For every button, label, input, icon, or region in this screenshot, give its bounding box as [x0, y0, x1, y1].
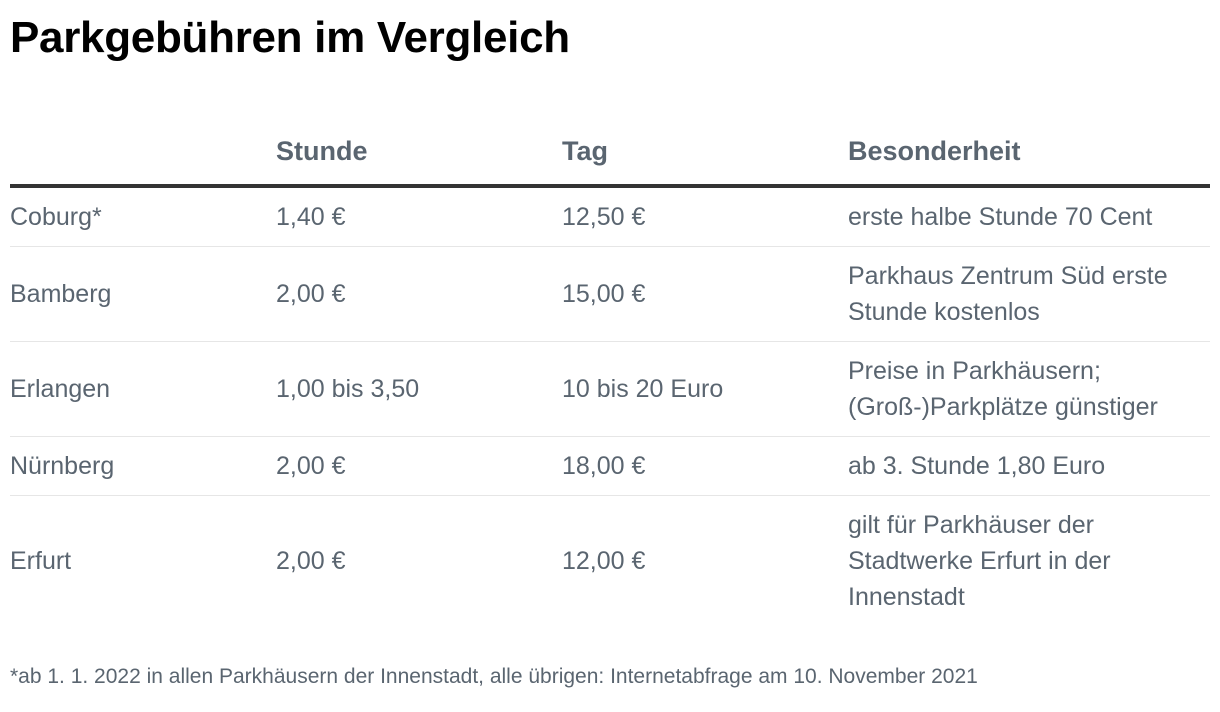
cell-special: Preise in Parkhäusern; (Groß-)Parkplätze… — [848, 341, 1210, 437]
cell-city: Coburg* — [10, 186, 276, 247]
cell-hour: 2,00 € — [276, 436, 562, 496]
column-header-city — [10, 118, 276, 188]
table-row: Coburg* 1,40 € 12,50 € erste halbe Stund… — [10, 186, 1210, 247]
cell-day: 12,00 € — [562, 547, 646, 575]
page-title: Parkgebühren im Vergleich — [10, 13, 570, 62]
cell-city: Erfurt — [10, 547, 72, 575]
header-row: Stunde Tag Besonderheit — [10, 118, 1210, 188]
table-row: Erlangen 1,00 bis 3,50 10 bis 20 Euro Pr… — [10, 341, 1210, 437]
table-header: Stunde Tag Besonderheit — [10, 118, 1210, 188]
column-header-day: Tag — [562, 118, 848, 188]
footnote: *ab 1. 1. 2022 in allen Parkhäusern der … — [10, 665, 978, 688]
cell-hour: 2,00 € — [276, 547, 346, 575]
cell-day: 15,00 € — [562, 246, 848, 342]
cell-hour: 2,00 € — [276, 246, 562, 342]
cell-hour: 1,40 € — [276, 186, 562, 247]
cell-city: Erlangen — [10, 341, 276, 437]
cell-day: 12,50 € — [562, 186, 848, 247]
column-header-hour: Stunde — [276, 118, 562, 188]
cell-special: erste halbe Stunde 70 Cent — [848, 186, 1210, 247]
cell-city: Bamberg — [10, 246, 276, 342]
cell-day: 18,00 € — [562, 436, 848, 496]
cell-special: Parkhaus Zentrum Süd erste Stunde kosten… — [848, 246, 1210, 342]
cell-city: Nürnberg — [10, 436, 276, 496]
cell-hour: 1,00 bis 3,50 — [276, 341, 562, 437]
cell-special: ab 3. Stunde 1,80 Euro — [848, 436, 1210, 496]
table-body: Coburg* 1,40 € 12,50 € erste halbe Stund… — [10, 186, 1210, 626]
table-row: Erfurt 2,00 € 12,00 € gilt für Parkhäuse… — [10, 496, 1210, 627]
parking-fees-table: Stunde Tag Besonderheit Coburg* 1,40 € 1… — [10, 118, 1210, 626]
cell-special: gilt für Parkhäuser der Stadtwerke Erfur… — [848, 511, 1111, 611]
column-header-special: Besonderheit — [848, 118, 1210, 188]
table-row: Nürnberg 2,00 € 18,00 € ab 3. Stunde 1,8… — [10, 436, 1210, 496]
table-row: Bamberg 2,00 € 15,00 € Parkhaus Zentrum … — [10, 246, 1210, 342]
cell-day: 10 bis 20 Euro — [562, 341, 848, 437]
